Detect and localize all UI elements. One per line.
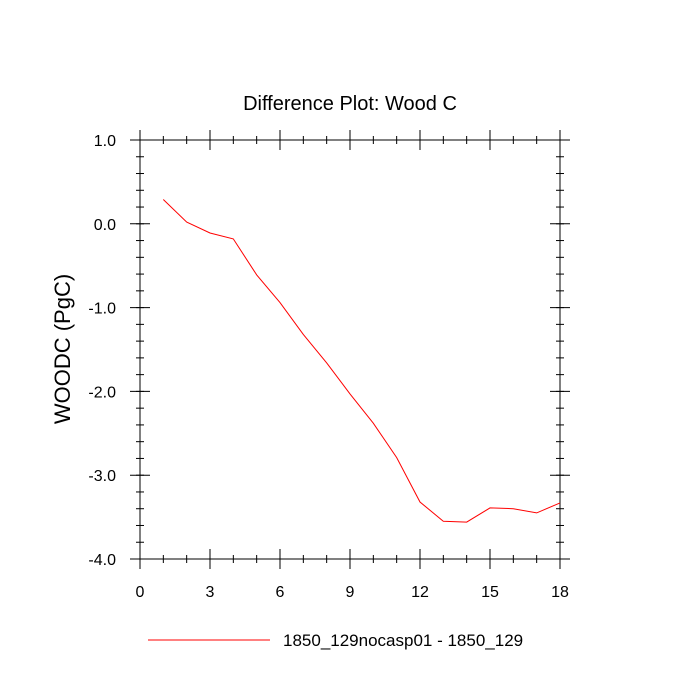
y-tick-label: 1.0	[94, 133, 116, 150]
y-tick-label: 0.0	[94, 217, 116, 234]
y-tick-label: -4.0	[88, 552, 116, 569]
y-axis-label: WOODC (PgC)	[50, 274, 75, 424]
plot-frame	[139, 139, 561, 560]
y-tick-label: -1.0	[88, 301, 116, 318]
x-tick-label: 9	[346, 584, 355, 601]
x-tick-label: 0	[136, 584, 145, 601]
y-tick-label: -2.0	[88, 384, 116, 401]
series-line	[162, 199, 561, 523]
legend-label: 1850_129nocasp01 - 1850_129	[283, 631, 523, 650]
y-tick-label: -3.0	[88, 468, 116, 485]
x-tick-label: 6	[276, 584, 285, 601]
chart-title: Difference Plot: Wood C	[243, 93, 457, 115]
x-tick-label: 12	[411, 584, 429, 601]
x-tick-label: 18	[551, 584, 569, 601]
x-tick-label: 15	[481, 584, 499, 601]
x-tick-label: 3	[206, 584, 215, 601]
